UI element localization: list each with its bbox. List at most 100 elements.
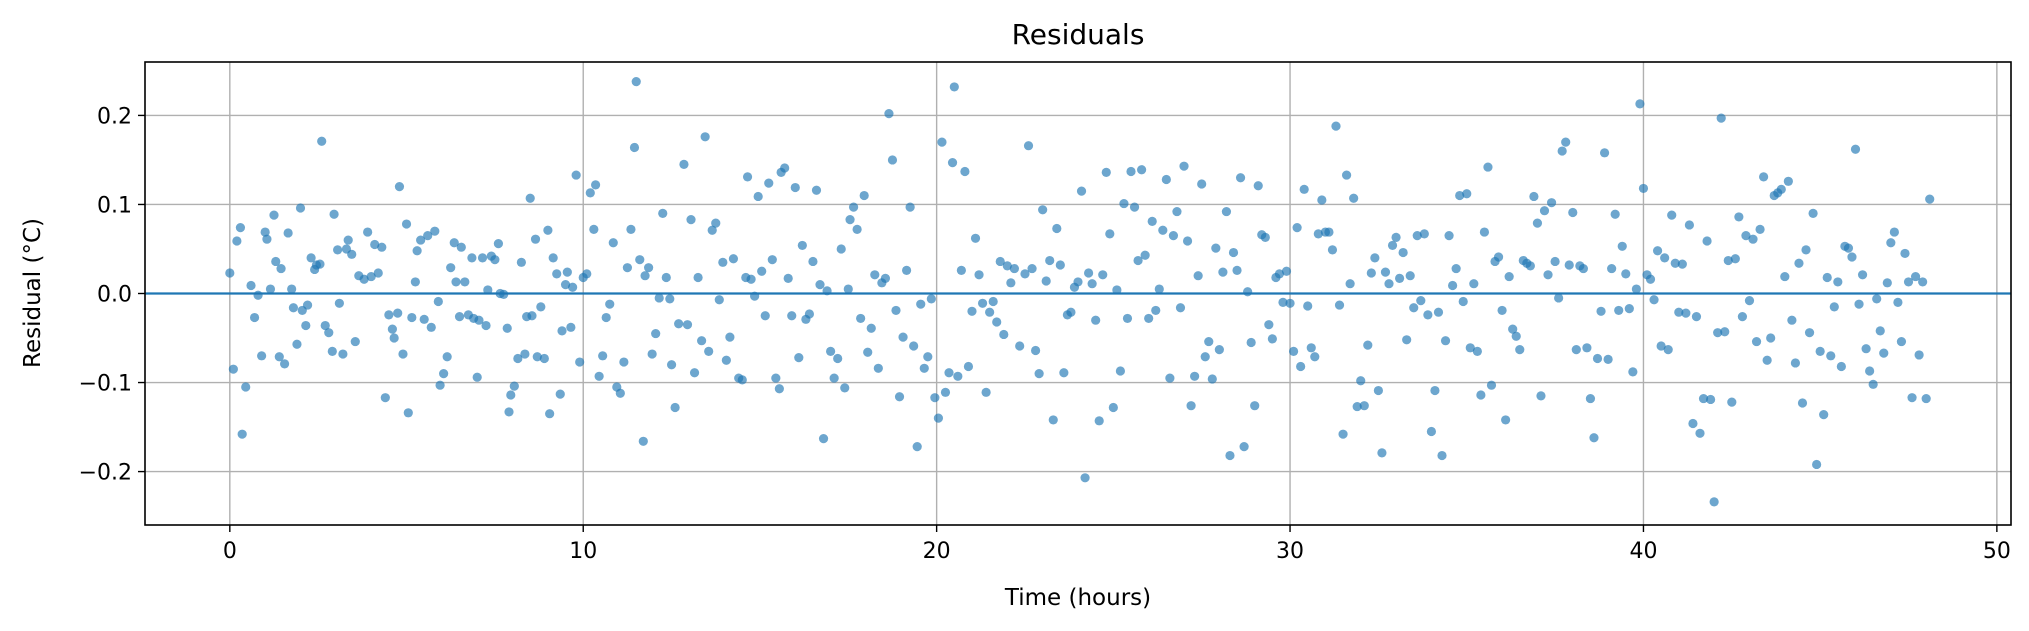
scatter-point: [1631, 284, 1641, 294]
scatter-point: [963, 361, 974, 372]
scatter-point: [262, 234, 272, 244]
scatter-point: [1479, 227, 1490, 237]
scatter-point: [863, 347, 873, 357]
scatter-point: [1306, 343, 1316, 353]
scatter-point: [608, 238, 618, 248]
scatter-point: [1713, 328, 1723, 338]
scatter-point: [451, 277, 461, 287]
scatter-point: [560, 279, 571, 290]
scatter-point: [651, 328, 661, 339]
scatter-point: [419, 314, 429, 324]
scatter-point: [393, 308, 403, 318]
scatter-point: [926, 294, 936, 304]
scatter-point: [1391, 232, 1401, 243]
scatter-point: [1854, 299, 1864, 309]
scatter-point: [916, 299, 926, 309]
scatter-point: [1349, 193, 1359, 203]
scatter-point: [1568, 207, 1578, 218]
scatter-point: [674, 319, 684, 329]
scatter-point: [836, 244, 846, 254]
scatter-point: [575, 357, 585, 367]
scatter-point: [1232, 265, 1242, 275]
scatter-point: [1900, 248, 1910, 259]
scatter-point: [287, 284, 297, 294]
scatter-point: [1695, 428, 1705, 438]
scatter-point: [1038, 205, 1048, 215]
scatter-point: [689, 368, 700, 378]
scatter-point: [1525, 261, 1535, 271]
scatter-point: [644, 263, 654, 273]
scatter-point: [1108, 402, 1118, 413]
scatter-point: [1281, 266, 1292, 276]
scatter-point: [1812, 459, 1822, 470]
scatter-point: [1313, 229, 1323, 239]
scatter-point: [937, 137, 947, 147]
scatter-point: [1903, 277, 1914, 287]
scatter-point: [1819, 409, 1829, 420]
scatter-point: [527, 311, 537, 321]
scatter-point: [1529, 191, 1539, 202]
scatter-point: [1836, 361, 1846, 372]
scatter-point: [873, 363, 883, 373]
scatter-point: [394, 182, 405, 192]
scatter-point: [1508, 324, 1518, 334]
scatter-point: [1737, 312, 1748, 322]
scatter-point: [1084, 268, 1094, 278]
scatter-point: [718, 257, 728, 267]
scatter-point: [700, 132, 710, 142]
scatter-point: [1907, 393, 1917, 403]
scatter-point: [1607, 263, 1617, 274]
scatter-point: [320, 320, 330, 331]
scatter-point: [1112, 285, 1122, 295]
scatter-point: [1094, 416, 1104, 426]
scatter-point: [999, 329, 1009, 340]
scatter-point: [439, 369, 449, 379]
scatter-point: [1787, 315, 1797, 325]
scatter-point: [707, 225, 717, 235]
scatter-point: [265, 284, 276, 294]
scatter-point: [1857, 270, 1868, 280]
scatter-point: [504, 407, 514, 417]
scatter-point: [977, 298, 988, 308]
scatter-point: [1716, 113, 1726, 123]
scatter-point: [794, 353, 804, 363]
scatter-point: [1667, 210, 1677, 220]
scatter-point: [324, 328, 334, 338]
scatter-point: [1066, 307, 1076, 317]
scatter-point: [1925, 194, 1935, 204]
scatter-point: [1341, 170, 1352, 180]
scatter-point: [1462, 189, 1472, 199]
scatter-point: [446, 263, 456, 273]
scatter-point: [398, 349, 408, 359]
scatter-point: [516, 257, 526, 267]
scatter-point: [967, 306, 977, 316]
scatter-point: [276, 263, 286, 274]
scatter-point: [1660, 253, 1670, 263]
scatter-point: [589, 224, 599, 234]
scatter-point: [1214, 344, 1224, 355]
scatter-point: [1048, 415, 1058, 425]
scatter-point: [1324, 227, 1334, 237]
scatter-point: [1614, 305, 1624, 316]
scatter-point: [647, 349, 657, 359]
scatter-point: [333, 245, 343, 255]
scatter-point: [1015, 341, 1025, 351]
scatter-point: [1423, 310, 1433, 320]
scatter-point: [1596, 306, 1606, 316]
scatter-point: [1296, 361, 1306, 372]
scatter-point: [852, 224, 862, 234]
scatter-point: [416, 235, 426, 245]
scatter-point: [481, 320, 491, 331]
scatter-point: [1366, 268, 1376, 278]
scatter-point: [506, 390, 516, 400]
scatter-point: [682, 320, 693, 330]
scatter-point: [1741, 231, 1751, 241]
scatter-point: [1603, 354, 1613, 364]
scatter-point: [822, 286, 832, 296]
scatter-point: [1235, 173, 1246, 183]
scatter-point: [1147, 216, 1157, 226]
scatter-point: [833, 353, 843, 364]
scatter-point: [679, 159, 689, 169]
scatter-point: [1921, 393, 1931, 404]
scatter-point: [880, 273, 890, 283]
